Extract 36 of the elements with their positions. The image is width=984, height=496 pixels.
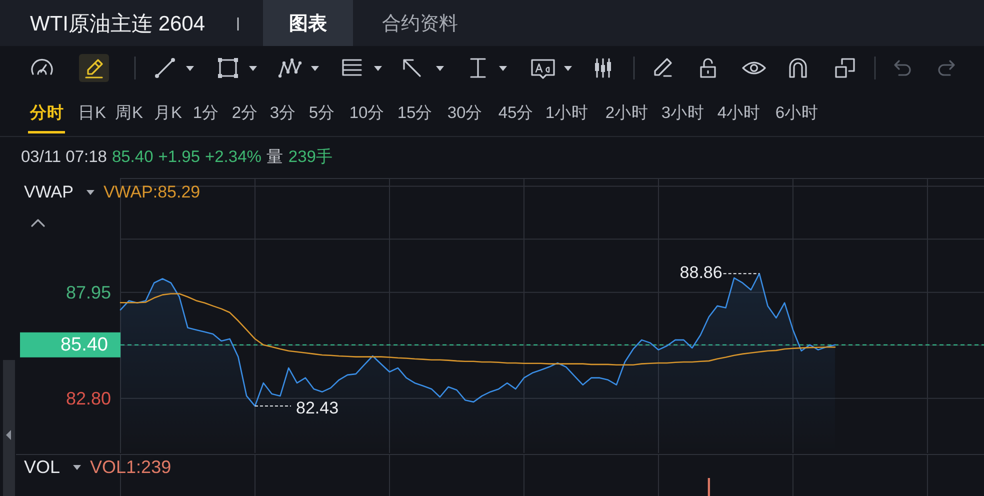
text: 3分 (270, 104, 296, 122)
text: 2分 (232, 104, 258, 122)
text: 图表 (289, 12, 328, 34)
y-tick-label: 87.95 (66, 282, 111, 302)
text: 周K (114, 104, 144, 122)
text: 分时 (29, 103, 64, 122)
text: 合约资料 (382, 14, 458, 34)
text: 03/11 07:18 (21, 148, 107, 166)
text: 30分 (447, 104, 483, 122)
text: 85.40 (112, 148, 154, 166)
annotation: 88.86 (680, 263, 722, 282)
y-tick-label: 82.80 (66, 388, 111, 408)
text: 月K (154, 104, 182, 122)
text: +1.95 (158, 148, 200, 166)
text: VWAP:85.29 (103, 182, 200, 202)
text: 4小时 (717, 104, 761, 122)
text: 45分 (498, 104, 534, 122)
text: 量 (266, 148, 284, 166)
text: 10分 (349, 104, 385, 122)
line-series (120, 293, 836, 366)
text: 6小时 (775, 104, 819, 122)
ref-line-label: 85.40 (60, 334, 108, 356)
text: +2.34% (205, 148, 262, 166)
chart-title: WTI原油主连 2604 (30, 12, 206, 36)
text: VWAP (24, 182, 74, 202)
text: 2小时 (605, 104, 649, 122)
text: 日K (78, 104, 106, 122)
text: 3小时 (661, 104, 705, 122)
text: 239手 (288, 147, 333, 166)
text: 1分 (192, 104, 220, 122)
text: 15分 (397, 104, 433, 122)
text: 1小时 (545, 104, 589, 122)
text: VOL1:239 (90, 457, 172, 477)
text: 5分 (308, 104, 336, 122)
text: VOL (24, 457, 60, 477)
annotation: 82.43 (296, 398, 339, 418)
